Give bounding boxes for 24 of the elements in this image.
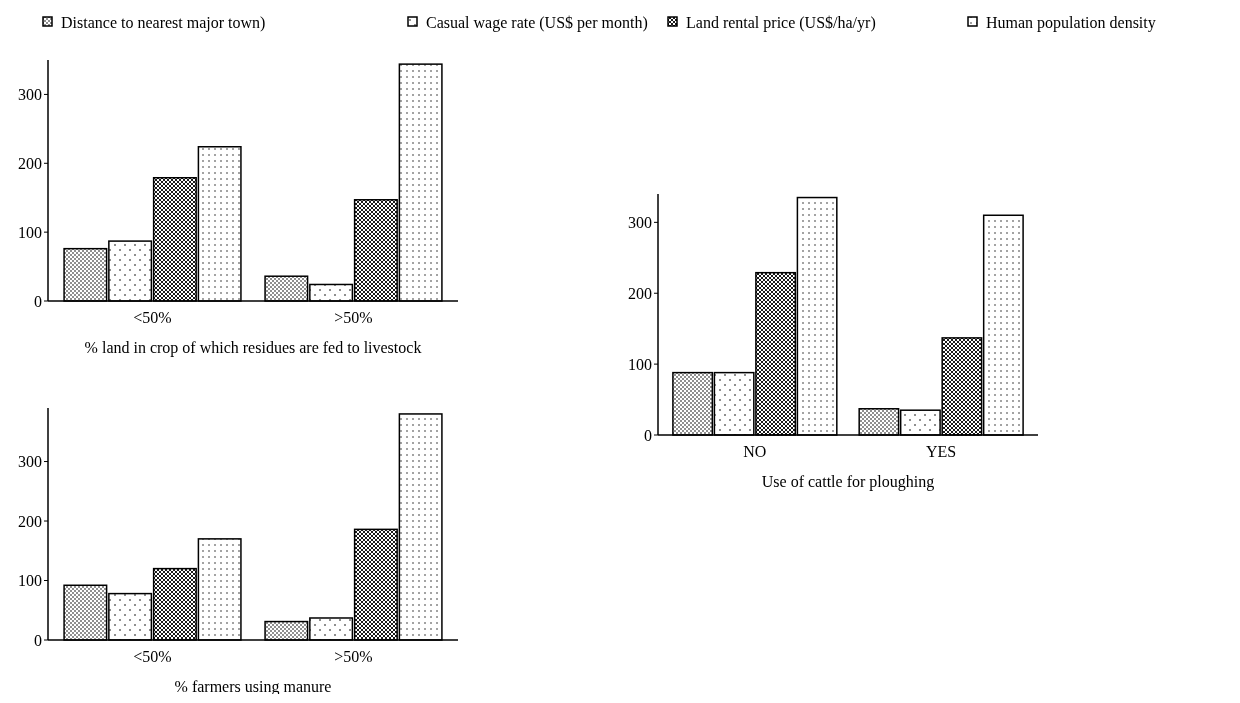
y-tick-label: 300 — [628, 213, 652, 231]
x-tick-label: >50% — [334, 648, 373, 665]
legend-label: Casual wage rate (US$ per month) — [426, 13, 648, 32]
x-tick-label: YES — [926, 443, 957, 460]
y-tick-label: 200 — [628, 284, 652, 302]
legend-label: Distance to nearest major town) — [61, 13, 266, 32]
y-tick-label: 0 — [34, 292, 42, 310]
y-tick-label: 200 — [18, 154, 42, 172]
x-axis-title: Use of cattle for ploughing — [761, 473, 935, 491]
y-tick-label: 200 — [18, 512, 42, 530]
y-tick-label: 0 — [644, 426, 652, 444]
x-tick-label: <50% — [133, 309, 172, 326]
y-tick-label: 100 — [628, 355, 652, 373]
y-tick-label: 100 — [18, 572, 42, 590]
legend-label: Land rental price (US$/ha/yr) — [686, 13, 876, 32]
x-tick-label: NO — [743, 443, 767, 460]
x-tick-label: <50% — [133, 648, 172, 665]
x-tick-label: >50% — [334, 309, 373, 326]
x-axis-title: % land in crop of which residues are fed to livestock — [84, 339, 422, 357]
legend-label: Human population density — [986, 13, 1156, 32]
y-tick-label: 0 — [34, 631, 42, 649]
y-tick-label: 100 — [18, 223, 42, 241]
y-tick-label: 300 — [18, 453, 42, 471]
y-tick-label: 300 — [18, 86, 42, 104]
